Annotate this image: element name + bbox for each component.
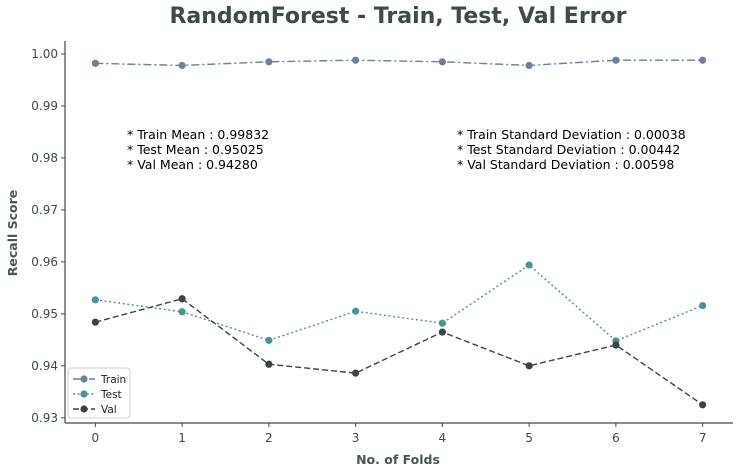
- data-point-train: [91, 59, 99, 67]
- x-tick-label: 7: [699, 431, 707, 445]
- x-tick-label: 2: [265, 431, 273, 445]
- data-point-train: [612, 56, 620, 64]
- y-tick-label: 0.96: [31, 255, 58, 269]
- legend-label-train: Train: [100, 374, 126, 386]
- legend-label-test: Test: [100, 389, 122, 401]
- x-tick-label: 1: [178, 431, 186, 445]
- legend-marker-train: [80, 375, 88, 383]
- annotation-test-mean: * Test Mean : 0.95025: [127, 142, 264, 157]
- data-point-test: [265, 336, 273, 344]
- y-tick-label: 0.97: [31, 203, 58, 217]
- data-point-val: [265, 360, 273, 368]
- data-point-val: [438, 328, 446, 336]
- data-point-test: [178, 308, 186, 316]
- data-point-val: [525, 362, 533, 370]
- y-tick-label: 0.98: [31, 151, 58, 165]
- data-point-val: [91, 318, 99, 326]
- annotation-train-std: * Train Standard Deviation : 0.00038: [457, 127, 686, 142]
- data-point-train: [178, 61, 186, 70]
- y-ticks: 0.93 0.94 0.95 0.96 0.97 0.98 0.99 1.00: [31, 47, 65, 425]
- data-point-test: [525, 261, 533, 269]
- annotation-stds: * Train Standard Deviation : 0.00038 * T…: [457, 127, 686, 172]
- data-point-train: [525, 61, 533, 70]
- annotation-train-mean: * Train Mean : 0.99832: [127, 127, 269, 142]
- data-point-val: [699, 401, 707, 409]
- annotation-test-std: * Test Standard Deviation : 0.00442: [457, 142, 680, 157]
- chart-title: RandomForest - Train, Test, Val Error: [169, 4, 626, 29]
- data-point-test: [352, 307, 360, 315]
- data-point-test: [438, 319, 446, 327]
- legend-label-val: Val: [101, 404, 117, 416]
- legend-marker-val: [80, 405, 88, 413]
- x-tick-label: 4: [439, 431, 447, 445]
- x-tick-label: 5: [525, 431, 533, 445]
- data-point-train: [265, 58, 273, 66]
- x-tick-label: 6: [612, 431, 620, 445]
- data-point-test: [91, 296, 99, 304]
- data-point-val: [612, 341, 620, 349]
- data-point-test: [699, 301, 707, 310]
- data-point-train: [352, 56, 360, 64]
- series-layer: [91, 56, 707, 409]
- legend-marker-test: [80, 390, 88, 398]
- y-tick-label: 0.94: [31, 359, 58, 373]
- data-point-train: [438, 58, 446, 66]
- x-tick-label: 3: [352, 431, 360, 445]
- annotation-val-std: * Val Standard Deviation : 0.00598: [457, 157, 674, 172]
- y-tick-label: 0.93: [31, 411, 58, 425]
- y-axis-label: Recall Score: [5, 190, 20, 277]
- y-tick-label: 1.00: [31, 47, 58, 61]
- x-axis-label: No. of Folds: [356, 452, 440, 467]
- data-point-val: [178, 295, 186, 303]
- annotation-val-mean: * Val Mean : 0.94280: [127, 157, 258, 172]
- legend: Train Test Val: [67, 367, 131, 419]
- data-point-val: [352, 369, 360, 377]
- annotation-means: * Train Mean : 0.99832 * Test Mean : 0.9…: [127, 127, 269, 172]
- x-ticks: 0 1 2 3 4 5 6 7: [92, 423, 707, 445]
- y-tick-label: 0.99: [31, 99, 58, 113]
- data-point-train: [699, 56, 707, 64]
- series-line-train: [95, 59, 703, 67]
- x-tick-label: 0: [92, 431, 100, 445]
- series-line-test: [95, 264, 703, 342]
- series-line-val: [95, 298, 704, 406]
- y-tick-label: 0.95: [31, 307, 58, 321]
